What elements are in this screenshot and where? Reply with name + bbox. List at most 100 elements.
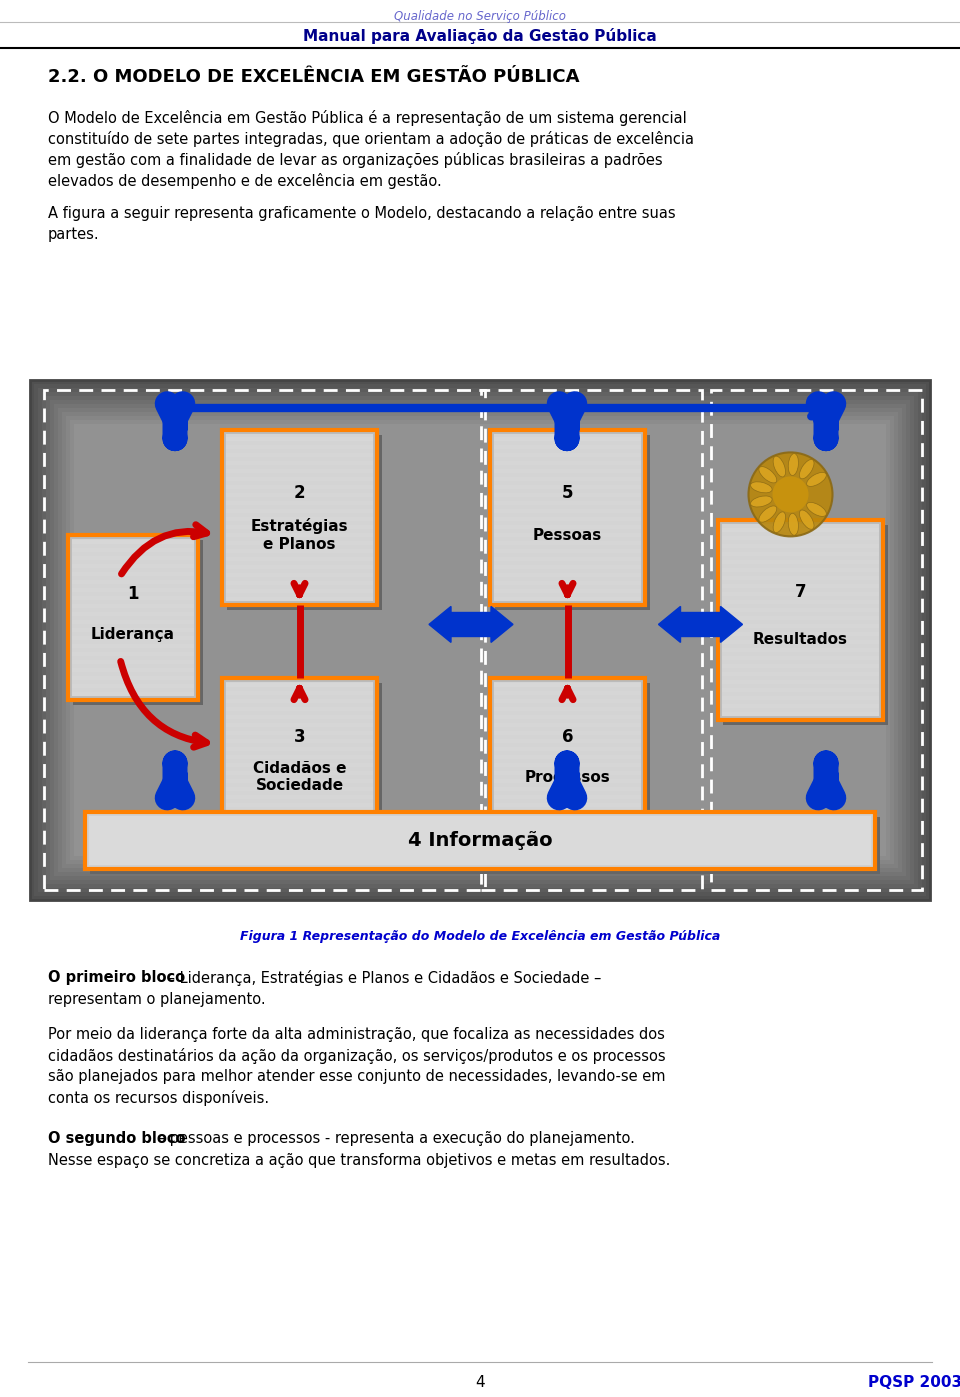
Bar [226,485,373,489]
Bar [72,676,194,680]
Bar [494,541,641,545]
Text: Processos: Processos [524,770,611,785]
Text: – pessoas e processos - representa a execução do planejamento.: – pessoas e processos - representa a exe… [153,1132,635,1146]
Bar [722,664,879,668]
Bar [494,827,641,831]
Ellipse shape [806,503,827,517]
Bar [494,549,641,553]
Bar [72,580,194,584]
Bar [226,763,373,767]
Text: em gestão com a finalidade de levar as organizações públicas brasileiras a padrõ: em gestão com a finalidade de levar as o… [48,152,662,168]
Bar [226,780,373,782]
Bar [72,620,194,624]
Bar [72,659,194,664]
Bar [494,509,641,513]
Bar [72,564,194,569]
Text: – Liderança, Estratégias e Planos e Cidadãos e Sociedade –: – Liderança, Estratégias e Planos e Cida… [163,970,601,986]
Bar [226,434,373,601]
Bar [226,525,373,529]
Text: Nesse espaço se concretiza a ação que transforma objetivos e metas em resultados: Nesse espaço se concretiza a ação que tr… [48,1153,670,1168]
Bar [490,430,645,605]
Bar [72,692,194,696]
Bar [226,534,373,536]
Bar [722,680,879,685]
Text: 5: 5 [562,483,573,502]
Bar [481,390,702,890]
Bar [54,404,906,876]
Bar [722,687,879,692]
Text: são planejados para melhor atender esse conjunto de necessidades, levando-se em: são planejados para melhor atender esse … [48,1069,665,1084]
Bar [89,816,871,865]
Circle shape [773,476,808,513]
Ellipse shape [759,467,777,483]
Bar [226,549,373,553]
Bar [73,541,203,705]
Bar [226,683,373,687]
Polygon shape [721,606,742,643]
Bar [722,560,879,564]
Text: O segundo bloco: O segundo bloco [48,1132,185,1146]
Bar [494,754,641,759]
Bar [30,380,930,900]
Bar [74,425,886,856]
Text: Estratégias
e Planos: Estratégias e Planos [251,518,348,552]
Bar [494,731,641,735]
Bar [226,747,373,752]
Bar [72,556,194,560]
Ellipse shape [788,513,799,535]
Text: PQSP 2003: PQSP 2003 [868,1375,960,1390]
Bar [30,380,930,900]
Bar [494,683,641,687]
Text: cidadãos destinatários da ação da organização, os serviços/produtos e os process: cidadãos destinatários da ação da organi… [48,1048,665,1065]
Text: constituído de sete partes integradas, que orientam a adoção de práticas de exce: constituído de sete partes integradas, q… [48,131,694,147]
Bar [494,724,641,726]
Bar [226,461,373,465]
Bar [50,400,910,880]
Bar [227,434,382,610]
Bar [226,517,373,521]
Bar [226,557,373,562]
Bar [722,569,879,571]
Text: 4 Informação: 4 Informação [408,831,552,849]
Polygon shape [659,606,681,643]
Ellipse shape [800,510,814,529]
Bar [72,604,194,608]
Text: Qualidade no Serviço Público: Qualidade no Serviço Público [394,10,566,22]
Text: Manual para Avaliação da Gestão Pública: Manual para Avaliação da Gestão Pública [303,28,657,43]
Bar [226,437,373,441]
Bar [226,476,373,481]
Bar [722,536,879,541]
Text: Pessoas: Pessoas [533,528,602,542]
Bar [226,812,373,814]
Bar [722,624,879,629]
Bar [722,543,879,548]
Bar [44,390,485,890]
Bar [226,509,373,513]
Bar [226,715,373,719]
Bar [494,534,641,536]
Bar [226,502,373,504]
Text: 2.2. O MODELO DE EXCELÊNCIA EM GESTÃO PÚBLICA: 2.2. O MODELO DE EXCELÊNCIA EM GESTÃO PÚ… [48,68,580,87]
Bar [72,597,194,599]
Bar [494,780,641,782]
Bar [494,525,641,529]
Bar [226,698,373,703]
Bar [58,408,902,872]
Bar [494,739,641,743]
Bar [90,817,880,873]
Bar [722,657,879,659]
Bar [72,588,194,592]
Text: partes.: partes. [48,226,100,242]
Bar [85,812,875,869]
Bar [494,476,641,481]
Bar [722,599,879,604]
Polygon shape [429,606,451,643]
Text: 6: 6 [562,728,573,746]
Bar [494,437,641,441]
Bar [722,528,879,532]
Bar [494,581,641,585]
Bar [72,668,194,672]
Bar [494,446,641,448]
Bar [494,787,641,791]
Circle shape [749,453,832,536]
